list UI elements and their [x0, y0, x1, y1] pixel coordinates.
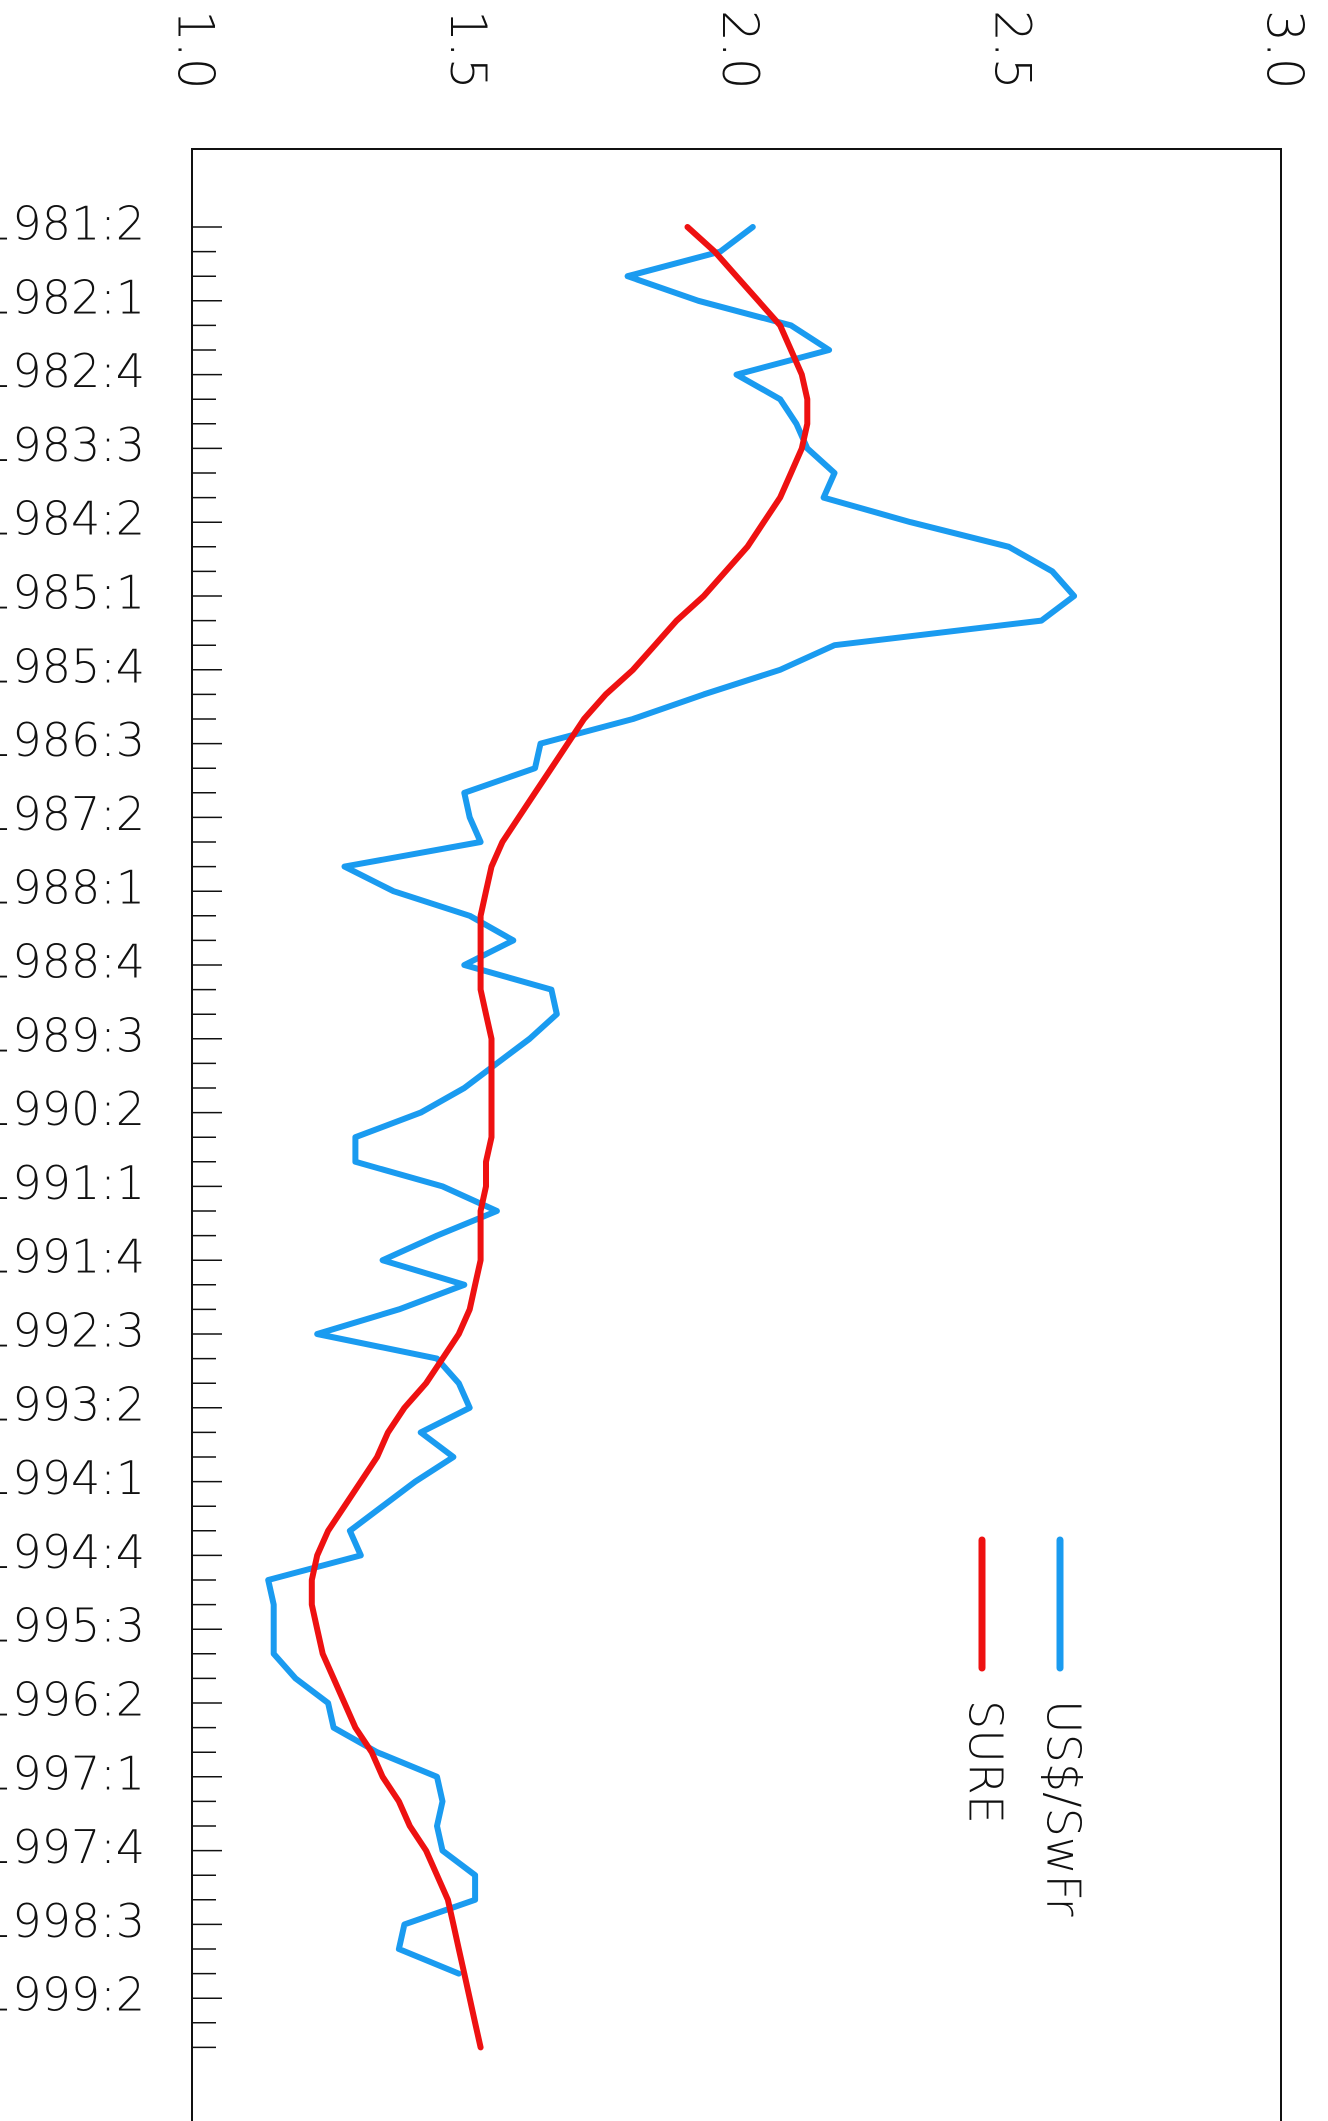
x-tick-label: 1.5 [439, 10, 497, 90]
x-tick-label: 3.0 [1256, 10, 1314, 90]
y-tick-label: 1987:2 [0, 787, 145, 841]
y-tick-label: 1995:3 [0, 1599, 145, 1653]
y-tick-label: 1989:3 [0, 1008, 145, 1062]
y-tick-label: 1996:2 [0, 1673, 145, 1727]
x-tick-label: 1.0 [167, 10, 225, 90]
series-line [308, 224, 811, 2051]
y-tick-label: 1993:2 [0, 1377, 145, 1431]
y-tick-label: 1981:2 [0, 197, 145, 251]
x-tick-label: 2.0 [711, 10, 769, 90]
y-tick-label: 1992:3 [0, 1304, 145, 1358]
y-tick-label: 1998:3 [0, 1894, 145, 1948]
y-tick-label: 1984:2 [0, 492, 145, 546]
y-tick-label: 1990:2 [0, 1082, 145, 1136]
series-line [265, 224, 1078, 1977]
legend-label: US$/SwFr [1037, 1700, 1091, 1917]
y-tick-label: 1986:3 [0, 713, 145, 767]
legend-label: SURE [959, 1700, 1013, 1824]
y-tick-label: 1999:2 [0, 1968, 145, 2022]
x-tick-label: 2.5 [983, 10, 1041, 90]
y-tick-label: 1983:3 [0, 418, 145, 472]
